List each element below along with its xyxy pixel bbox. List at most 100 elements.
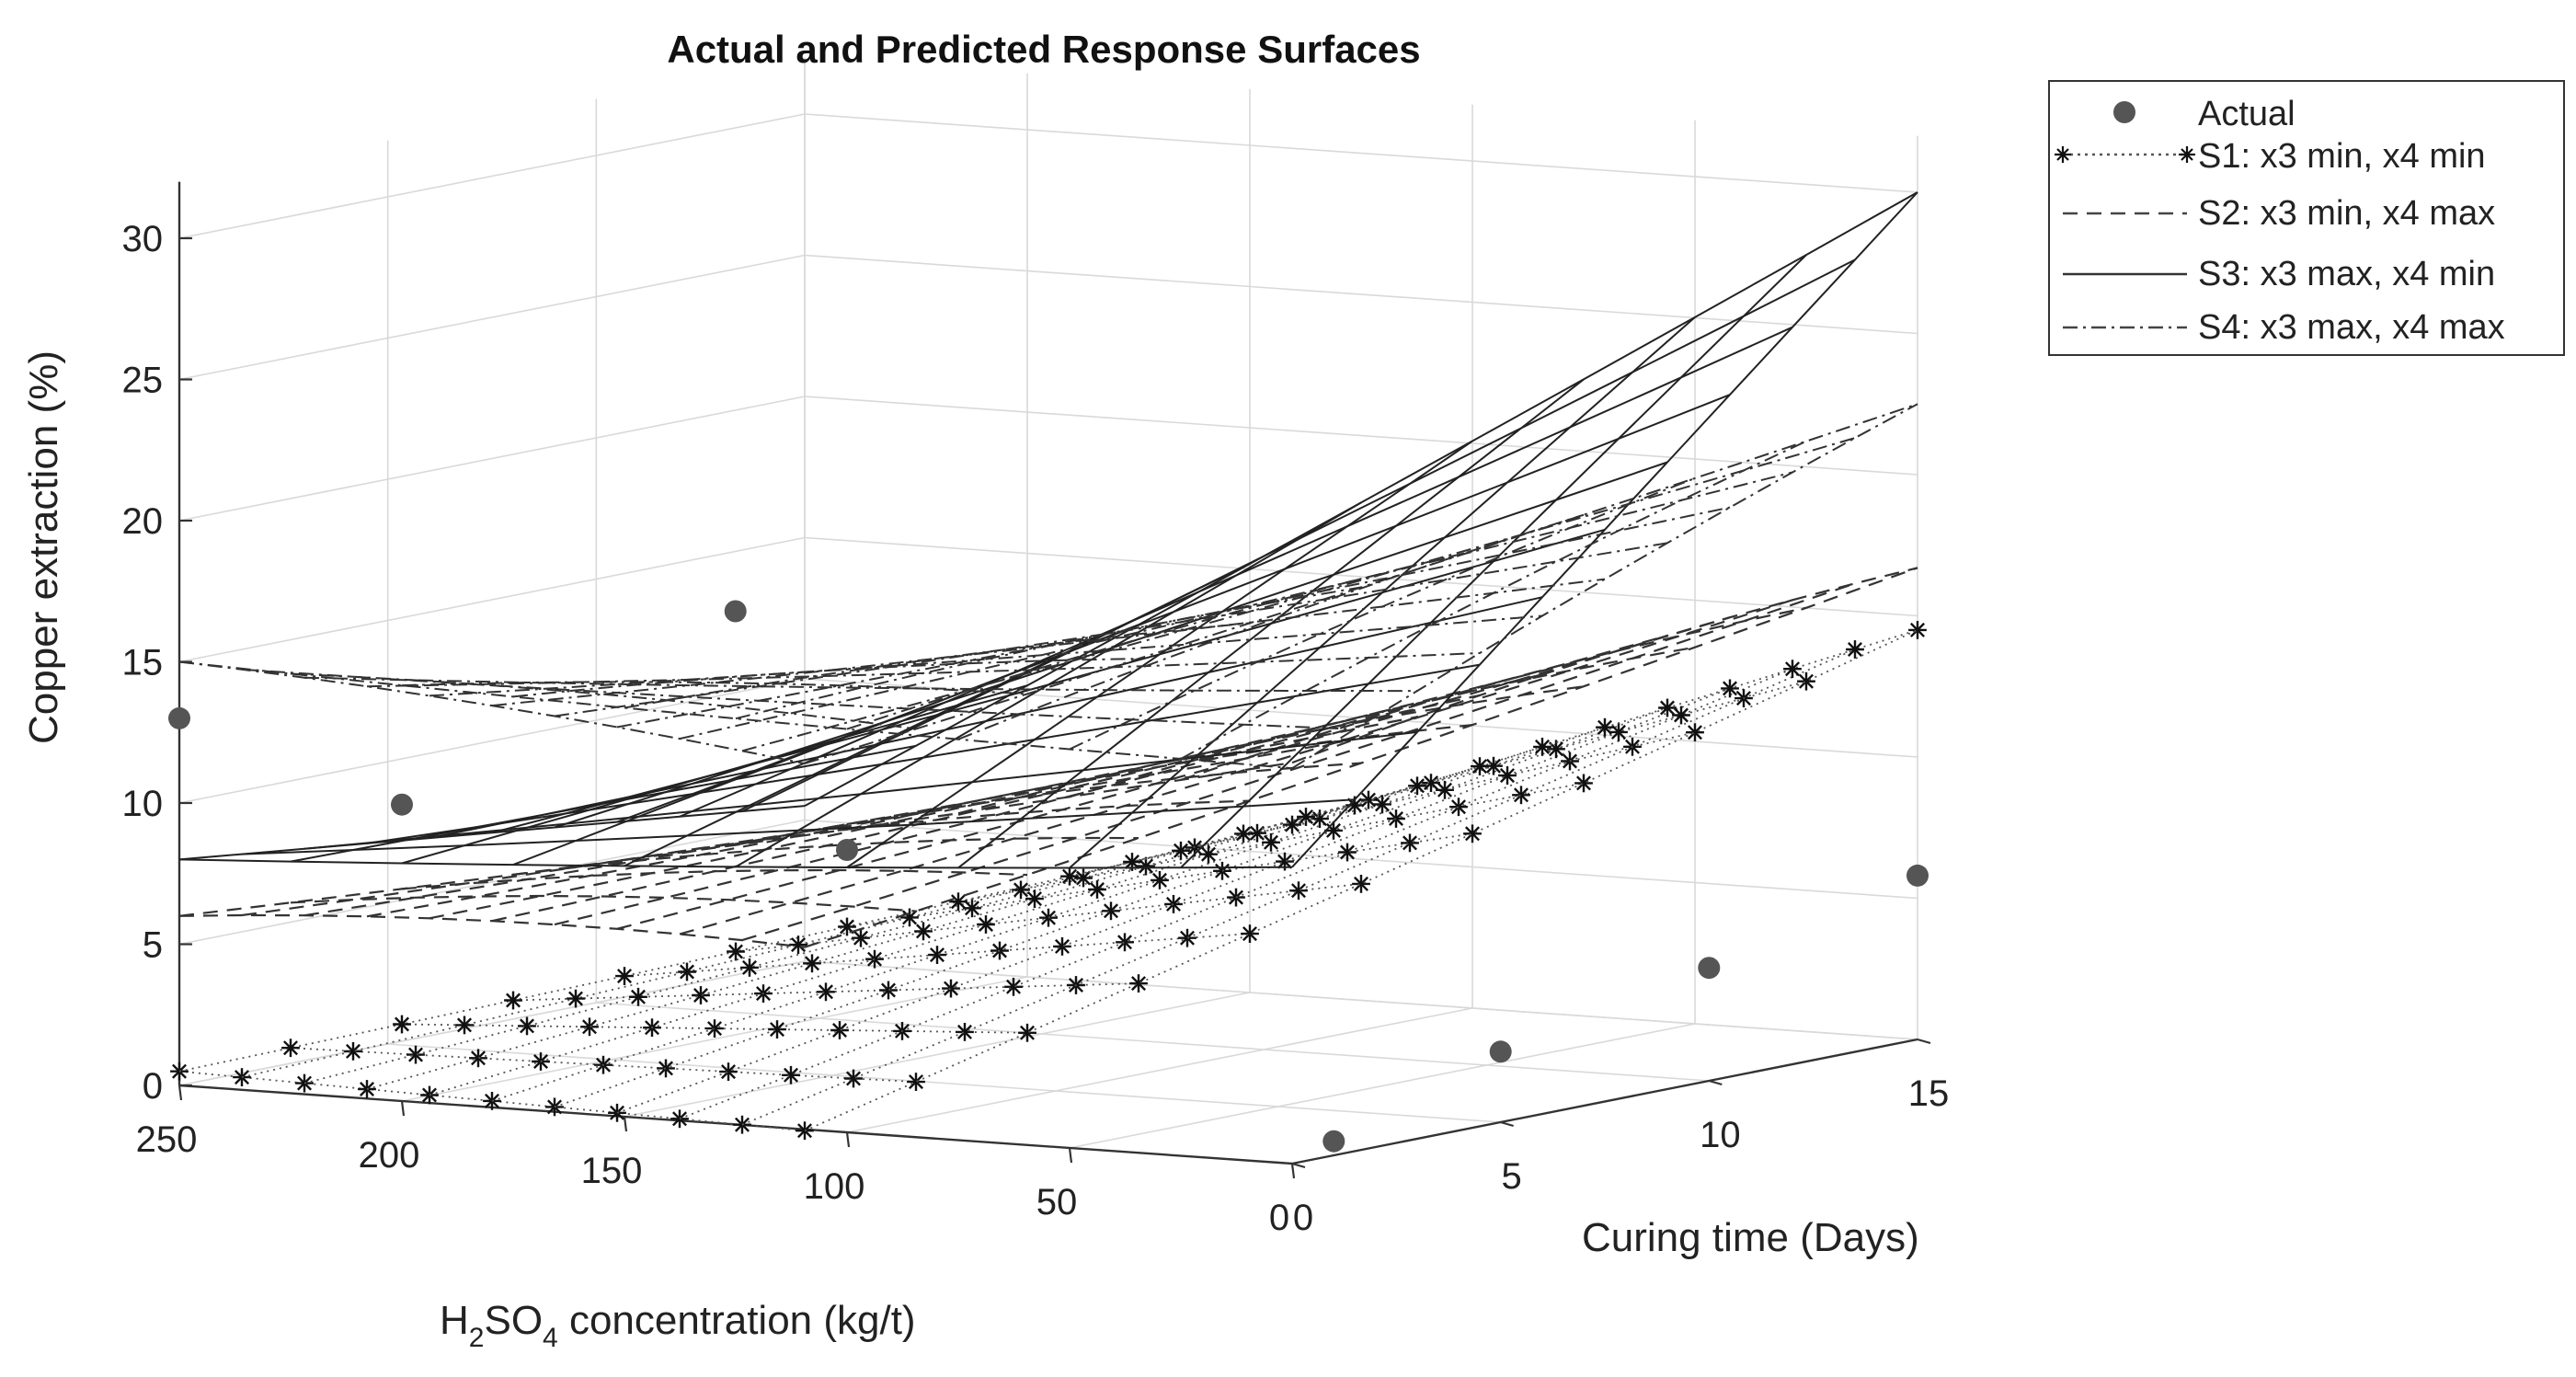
surface-layer xyxy=(170,191,1927,1141)
surface-3-mesh-line-time xyxy=(846,440,1473,868)
legend-box xyxy=(2048,80,2565,356)
surface-3-mesh-line-conc xyxy=(679,326,1793,818)
surface-4-mesh-line-time xyxy=(178,660,806,765)
y-tick-label: 15 xyxy=(1908,1073,1950,1114)
z-tick-label: 10 xyxy=(122,784,164,824)
axes-layer xyxy=(177,181,1918,1165)
z-tick-label: 20 xyxy=(122,501,164,542)
y-tick-mark xyxy=(1291,1162,1306,1169)
x-axis-label-so: SO xyxy=(484,1298,543,1343)
x-tick-label: 100 xyxy=(804,1166,865,1207)
surface-3-mesh-line-conc xyxy=(616,394,1731,823)
gridline-back-z xyxy=(178,113,806,239)
legend-entry-s2: S2: x3 min, x4 max xyxy=(2063,194,2495,233)
y-tick-label: 10 xyxy=(1700,1115,1741,1155)
gridline-back-z xyxy=(178,819,806,946)
z-tick-label: 30 xyxy=(122,219,164,259)
x-axis-label-sub1: 2 xyxy=(469,1323,485,1353)
surface-3-mesh-line-time xyxy=(1069,316,1696,869)
y-tick-mark xyxy=(1500,1120,1514,1128)
surface-1-mesh-line-conc xyxy=(429,746,1543,1096)
surface-2-mesh-line-conc xyxy=(741,582,1856,942)
surface-4-mesh-line-conc xyxy=(303,676,1418,693)
gridline-side-z xyxy=(804,254,1918,335)
x-tick-label: 0 xyxy=(1269,1198,1289,1238)
surface-4-mesh-line-conc xyxy=(366,652,1481,688)
surface-3-mesh-line-time xyxy=(957,378,1585,869)
actual-data-point xyxy=(836,839,858,861)
actual-data-point xyxy=(1489,1040,1512,1063)
surface-2-mesh-line-conc xyxy=(241,738,1356,917)
surface-1-mesh-line-conc xyxy=(241,804,1356,1078)
surface-4-mesh-line-time xyxy=(1069,476,1696,751)
x-tick-mark xyxy=(400,1100,406,1117)
y-tick-label: 5 xyxy=(1502,1156,1522,1197)
surface-1-mesh-line-time xyxy=(281,1038,925,1091)
surface-2-mesh-line-time xyxy=(735,762,1362,846)
actual-points-layer xyxy=(168,600,1929,1153)
gridline-back-z xyxy=(178,536,806,663)
surface-4-mesh-line-time xyxy=(1180,440,1807,760)
gridline-side-z xyxy=(804,819,1918,900)
legend-star-s1-left xyxy=(2055,146,2071,163)
surface-1-mesh-line-time xyxy=(393,1015,1036,1042)
x-tick-label: 250 xyxy=(136,1119,198,1160)
chart-title: Actual and Predicted Response Surfaces xyxy=(667,28,1420,71)
surface-4-mesh-line-time xyxy=(290,672,917,730)
surface-2-mesh-line-time xyxy=(401,868,1028,890)
surface-1-mesh-line-conc xyxy=(741,648,1856,1126)
surface-2-mesh-line-conc xyxy=(804,567,1918,948)
surface-3-mesh-line-time xyxy=(1291,191,1918,868)
z-tick-label: 0 xyxy=(143,1066,163,1107)
surface-2-mesh-line-conc xyxy=(178,762,1293,917)
surface-3-mesh-line-conc xyxy=(741,258,1856,812)
actual-data-point xyxy=(724,600,747,623)
actual-data-point xyxy=(168,706,190,729)
surface-3-mesh-line-time xyxy=(1180,254,1807,868)
surface-2 xyxy=(178,567,1918,948)
surface-1-mesh-line-conc xyxy=(616,687,1731,1114)
surface-2-mesh-line-conc xyxy=(679,599,1793,935)
x-tick-mark xyxy=(1290,1163,1296,1179)
legend-label-s4: S4: x3 max, x4 max xyxy=(2198,308,2505,347)
gridline-side-z xyxy=(804,113,1918,193)
legend-label-s1: S1: x3 min, x4 min xyxy=(2198,137,2486,176)
y-tick-label: 0 xyxy=(1293,1198,1313,1238)
gridline-floor-y xyxy=(804,960,1918,1040)
x-tick-mark xyxy=(177,1084,183,1101)
legend-label-actual: Actual xyxy=(2198,95,2296,133)
legend-label-s2: S2: x3 min, x4 max xyxy=(2198,194,2495,233)
surface-2-mesh-line-time xyxy=(1180,606,1807,781)
x-tick-label: 50 xyxy=(1036,1182,1078,1222)
surface-4 xyxy=(178,403,1918,770)
z-tick-label: 5 xyxy=(143,925,163,966)
y-tick-mark xyxy=(1709,1079,1723,1086)
actual-data-point xyxy=(1322,1130,1345,1153)
z-tick-label: 25 xyxy=(122,361,164,401)
surface-1-mesh-line-conc xyxy=(491,726,1606,1102)
legend: Actual S1: x3 min, x4 min S2: x3 min, x4… xyxy=(2048,80,2565,356)
x-tick-mark xyxy=(1068,1147,1073,1164)
gridline-back-z xyxy=(178,396,806,522)
gridline-floor-y xyxy=(387,1043,1501,1123)
surface-2-mesh-line-time xyxy=(290,894,917,912)
surface-2-mesh-line-conc xyxy=(616,616,1731,930)
gridline-side-z xyxy=(804,396,1918,476)
gridline-floor-x xyxy=(846,1007,1473,1133)
surface-4-mesh-line-conc xyxy=(554,542,1668,717)
x-tick-mark xyxy=(845,1131,851,1148)
x-axis-label: H2SO4 concentration (kg/t) xyxy=(440,1298,916,1353)
x-axis-label-rest: concentration (kg/t) xyxy=(558,1298,916,1343)
y-tick-mark xyxy=(1917,1038,1931,1045)
actual-data-point xyxy=(1906,864,1929,887)
x-tick-mark xyxy=(623,1116,628,1132)
legend-entry-s3: S3: x3 max, x4 min xyxy=(2063,255,2495,293)
legend-star-s1-right xyxy=(2179,146,2195,163)
surface-4-mesh-line-conc xyxy=(679,471,1793,740)
gridline-side-z xyxy=(804,536,1918,617)
surface-3 xyxy=(178,191,1918,869)
x-axis-label-sub2: 4 xyxy=(543,1323,558,1353)
surface-4-mesh-line-time xyxy=(624,622,1251,709)
